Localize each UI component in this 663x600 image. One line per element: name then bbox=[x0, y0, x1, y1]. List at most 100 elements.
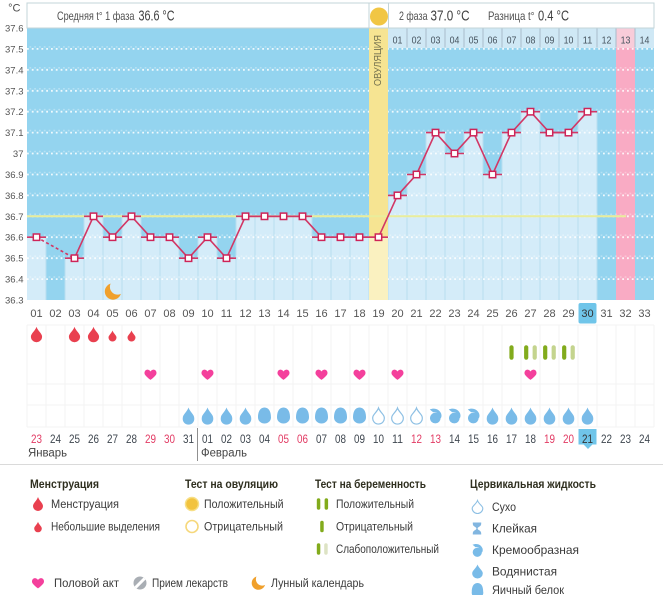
svg-text:02: 02 bbox=[412, 35, 422, 46]
svg-text:0.4 °C: 0.4 °C bbox=[538, 9, 569, 25]
svg-text:09: 09 bbox=[182, 308, 194, 320]
svg-text:17: 17 bbox=[334, 308, 346, 320]
svg-text:11: 11 bbox=[583, 35, 593, 46]
svg-text:36.7: 36.7 bbox=[5, 212, 24, 223]
svg-text:09: 09 bbox=[545, 35, 555, 46]
svg-text:31: 31 bbox=[183, 432, 194, 446]
svg-text:03: 03 bbox=[240, 432, 251, 446]
svg-text:05: 05 bbox=[278, 432, 289, 446]
svg-text:20: 20 bbox=[391, 308, 403, 320]
svg-text:Лунный календарь: Лунный календарь bbox=[271, 576, 364, 590]
svg-text:18: 18 bbox=[525, 432, 536, 446]
svg-text:Водянистая: Водянистая bbox=[492, 565, 557, 579]
svg-text:23: 23 bbox=[448, 308, 460, 320]
svg-text:13: 13 bbox=[430, 432, 441, 446]
svg-text:06: 06 bbox=[125, 308, 137, 320]
svg-text:01: 01 bbox=[30, 308, 42, 320]
svg-text:Тест на овуляцию: Тест на овуляцию bbox=[185, 477, 278, 491]
svg-text:36.4: 36.4 bbox=[5, 275, 24, 286]
svg-text:09: 09 bbox=[354, 432, 365, 446]
svg-text:11: 11 bbox=[221, 308, 232, 320]
svg-text:Яичный белок: Яичный белок bbox=[492, 583, 565, 595]
svg-text:37.3: 37.3 bbox=[5, 86, 24, 97]
svg-text:36.9: 36.9 bbox=[5, 170, 24, 181]
svg-text:Менструация: Менструация bbox=[51, 497, 119, 511]
svg-text:28: 28 bbox=[126, 432, 137, 446]
svg-text:13: 13 bbox=[258, 308, 270, 320]
svg-text:10: 10 bbox=[564, 35, 574, 46]
svg-text:24: 24 bbox=[639, 432, 650, 446]
svg-text:30: 30 bbox=[581, 308, 593, 320]
svg-text:Клейкая: Клейкая bbox=[492, 522, 537, 536]
svg-text:21: 21 bbox=[410, 308, 422, 320]
svg-text:37.2: 37.2 bbox=[5, 107, 24, 118]
svg-text:01: 01 bbox=[393, 35, 403, 46]
svg-text:°C: °C bbox=[8, 3, 20, 15]
svg-text:Февраль: Февраль bbox=[201, 448, 247, 460]
svg-text:24: 24 bbox=[50, 432, 61, 446]
svg-text:16: 16 bbox=[315, 308, 327, 320]
svg-text:Отрицательный: Отрицательный bbox=[336, 520, 413, 534]
svg-text:27: 27 bbox=[107, 432, 118, 446]
svg-text:05: 05 bbox=[469, 35, 479, 46]
svg-text:Цервикальная жидкость: Цервикальная жидкость bbox=[470, 477, 596, 491]
svg-text:12: 12 bbox=[602, 35, 612, 46]
svg-text:22: 22 bbox=[601, 432, 612, 446]
svg-text:17: 17 bbox=[506, 432, 517, 446]
svg-text:Тест на беременность: Тест на беременность bbox=[315, 477, 426, 491]
svg-text:02: 02 bbox=[49, 308, 61, 320]
svg-text:37.4: 37.4 bbox=[5, 65, 24, 76]
svg-text:07: 07 bbox=[507, 35, 517, 46]
svg-text:07: 07 bbox=[316, 432, 327, 446]
svg-text:21: 21 bbox=[582, 432, 593, 446]
svg-text:26: 26 bbox=[505, 308, 517, 320]
svg-text:Разница t°: Разница t° bbox=[488, 9, 535, 23]
svg-text:37.0 °C: 37.0 °C bbox=[431, 9, 470, 25]
svg-text:05: 05 bbox=[106, 308, 118, 320]
svg-text:12: 12 bbox=[411, 432, 422, 446]
svg-text:Январь: Январь bbox=[28, 448, 67, 460]
svg-text:25: 25 bbox=[486, 308, 498, 320]
svg-text:03: 03 bbox=[68, 308, 80, 320]
svg-text:37.1: 37.1 bbox=[5, 128, 24, 139]
svg-text:Менструация: Менструация bbox=[30, 477, 99, 491]
svg-text:29: 29 bbox=[145, 432, 156, 446]
svg-text:33: 33 bbox=[638, 308, 650, 320]
svg-text:15: 15 bbox=[468, 432, 479, 446]
svg-text:06: 06 bbox=[488, 35, 498, 46]
svg-text:30: 30 bbox=[164, 432, 175, 446]
svg-text:36.3: 36.3 bbox=[5, 296, 24, 307]
svg-text:27: 27 bbox=[524, 308, 536, 320]
svg-text:Половой акт: Половой акт bbox=[54, 576, 119, 590]
svg-text:08: 08 bbox=[526, 35, 536, 46]
svg-text:23: 23 bbox=[620, 432, 631, 446]
svg-text:03: 03 bbox=[431, 35, 441, 46]
svg-text:Кремообразная: Кремообразная bbox=[492, 543, 579, 557]
svg-text:08: 08 bbox=[163, 308, 175, 320]
svg-text:32: 32 bbox=[619, 308, 631, 320]
svg-text:26: 26 bbox=[88, 432, 99, 446]
svg-text:16: 16 bbox=[487, 432, 498, 446]
svg-text:Слабоположительный: Слабоположительный bbox=[336, 542, 439, 556]
svg-text:14: 14 bbox=[449, 432, 460, 446]
svg-text:07: 07 bbox=[144, 308, 156, 320]
svg-text:36.6: 36.6 bbox=[5, 233, 24, 244]
svg-text:06: 06 bbox=[297, 432, 308, 446]
svg-text:37.5: 37.5 bbox=[5, 44, 24, 55]
svg-text:12: 12 bbox=[239, 308, 251, 320]
svg-text:04: 04 bbox=[87, 308, 99, 320]
svg-text:36.6 °C: 36.6 °C bbox=[139, 9, 175, 25]
svg-text:Небольшие выделения: Небольшие выделения bbox=[51, 520, 160, 534]
svg-text:19: 19 bbox=[372, 308, 384, 320]
svg-text:Сухо: Сухо bbox=[492, 500, 516, 514]
svg-text:18: 18 bbox=[353, 308, 365, 320]
svg-text:11: 11 bbox=[392, 432, 403, 446]
svg-text:Положительный: Положительный bbox=[204, 497, 284, 511]
svg-text:31: 31 bbox=[600, 308, 612, 320]
svg-text:04: 04 bbox=[450, 35, 460, 46]
svg-text:29: 29 bbox=[562, 308, 574, 320]
svg-text:25: 25 bbox=[69, 432, 80, 446]
svg-text:23: 23 bbox=[31, 432, 42, 446]
svg-text:36.5: 36.5 bbox=[5, 254, 24, 265]
svg-text:08: 08 bbox=[335, 432, 346, 446]
